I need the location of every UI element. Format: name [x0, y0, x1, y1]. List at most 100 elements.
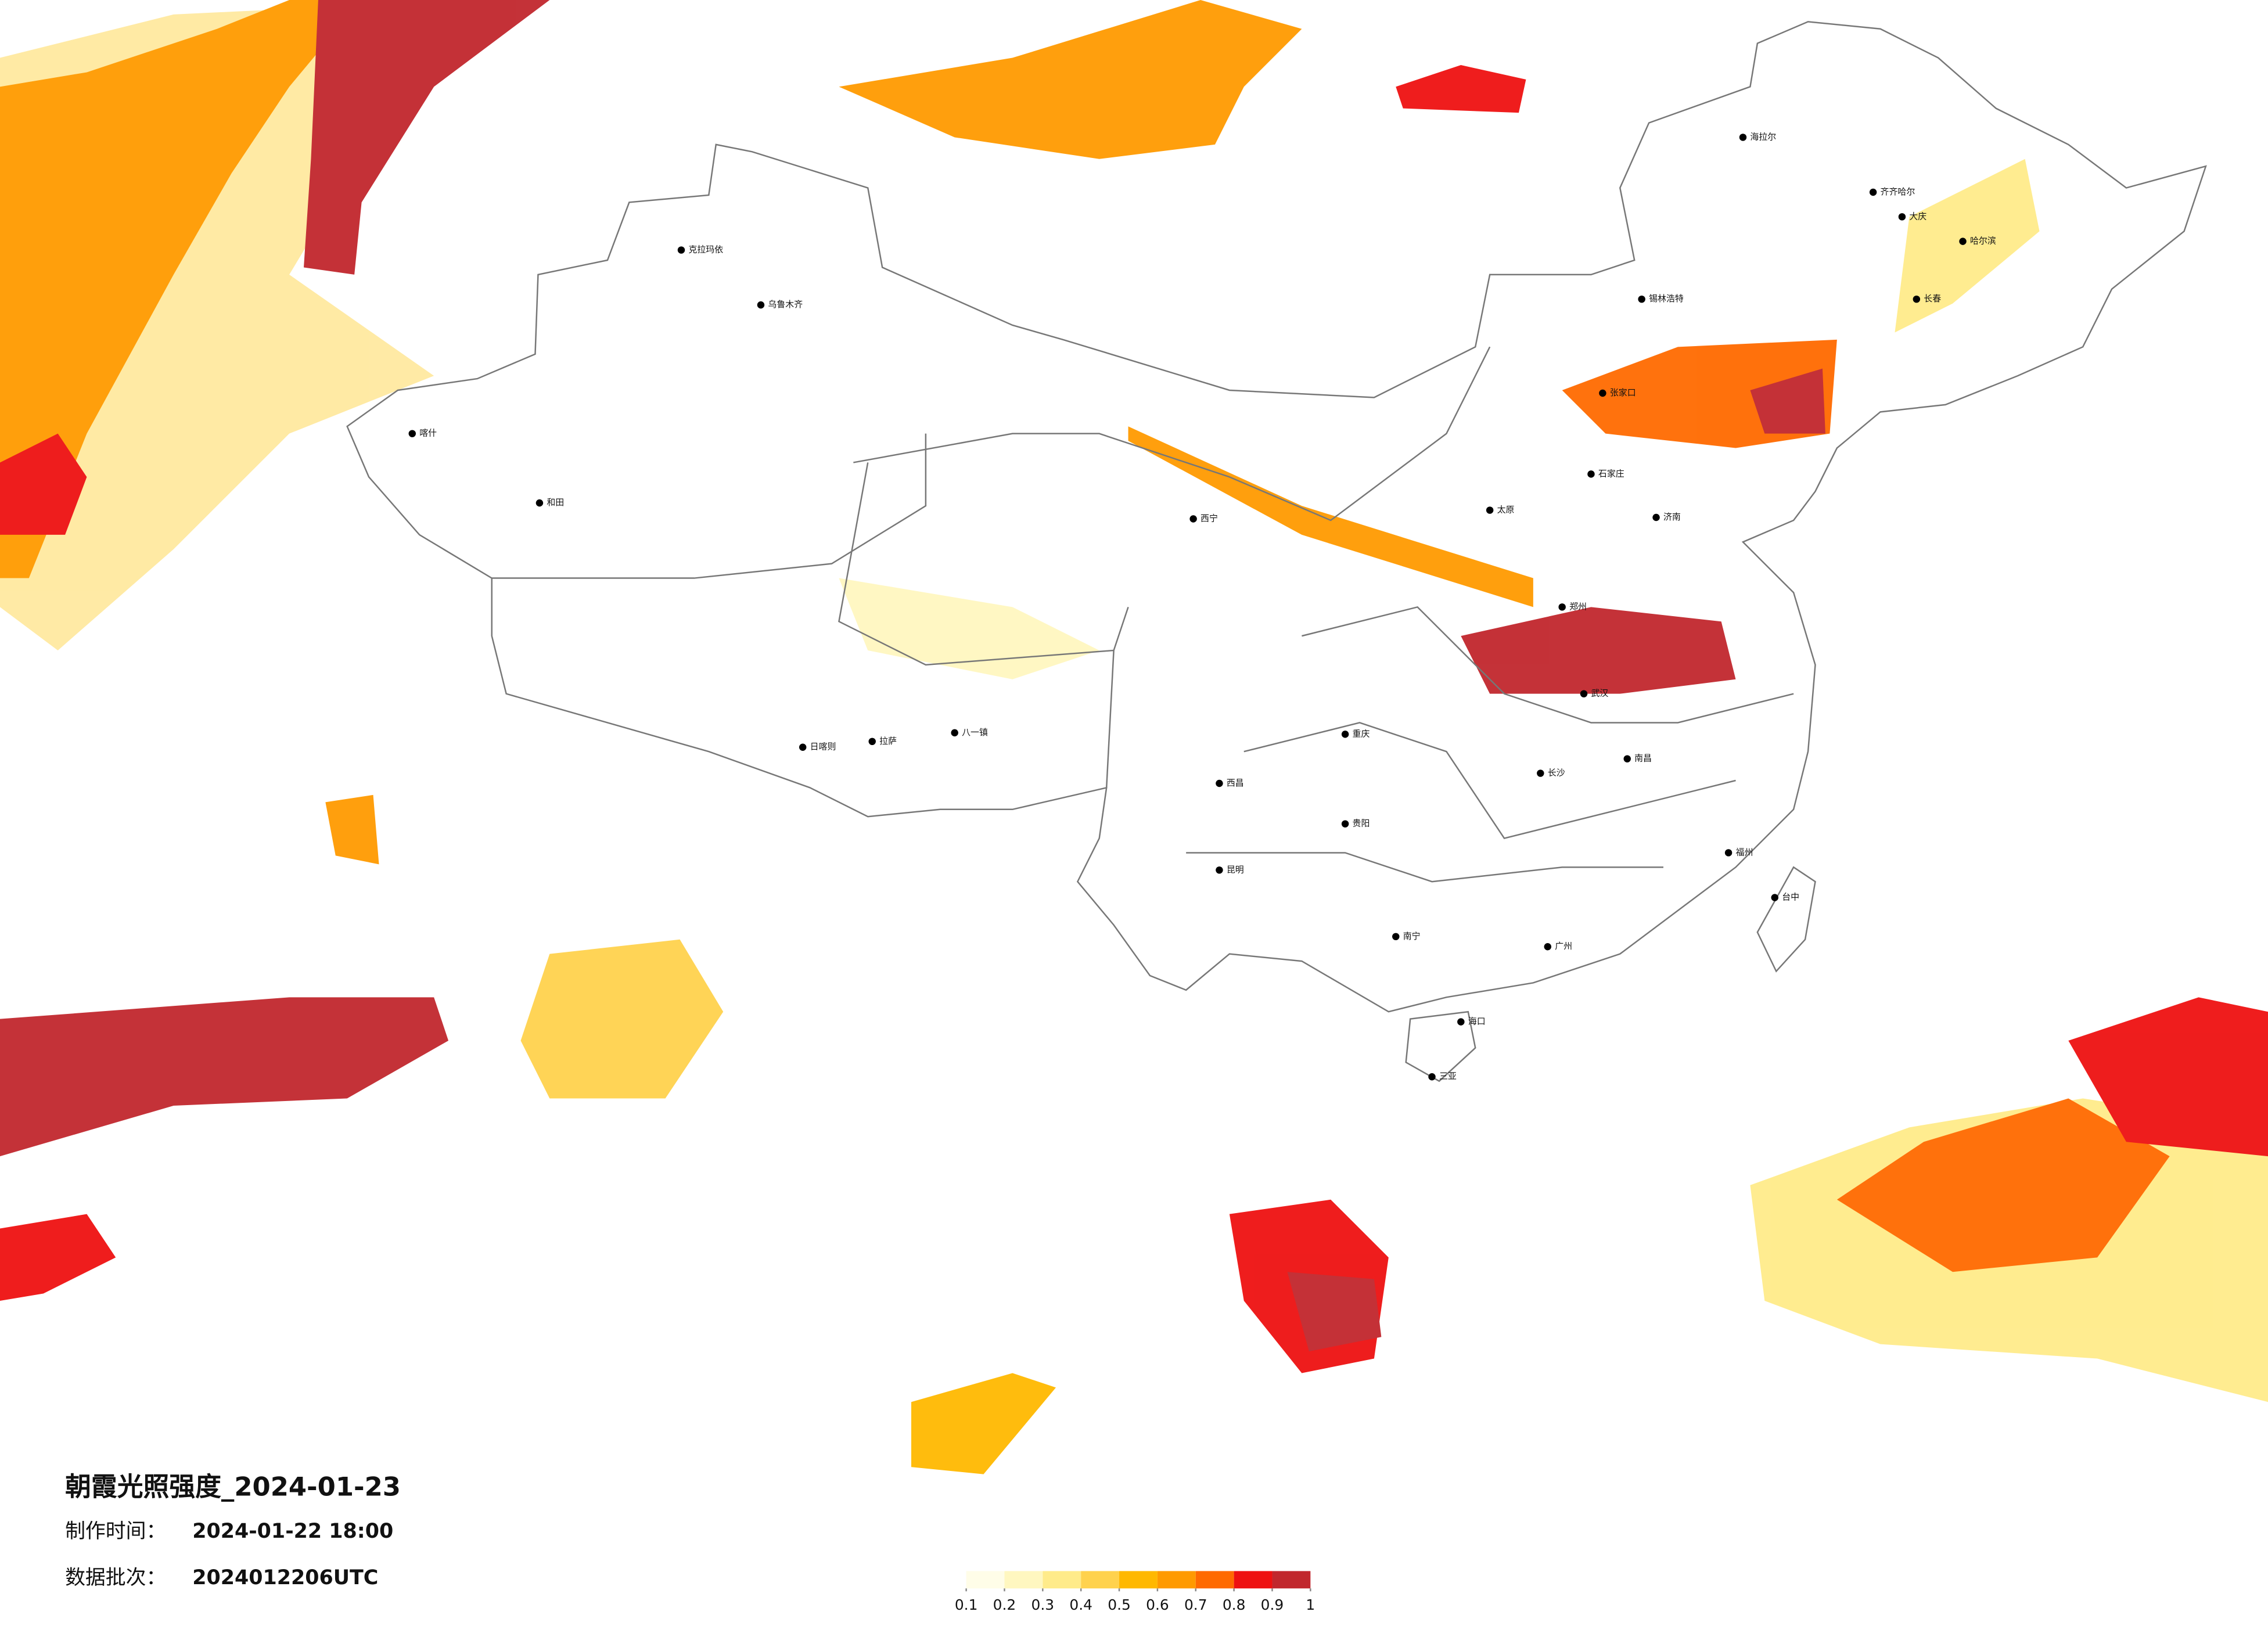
city-dot	[868, 738, 876, 746]
city-dot	[1587, 470, 1595, 478]
map-title: 朝霞光照强度_2024-01-23	[65, 1472, 401, 1502]
city-label: 台中	[1782, 892, 1799, 902]
city-label: 南昌	[1634, 753, 1652, 764]
city-dot	[1341, 731, 1349, 738]
city-dot	[1558, 603, 1566, 611]
city-dot	[1216, 866, 1223, 874]
city-dot	[1599, 389, 1606, 397]
city-label: 济南	[1663, 512, 1681, 522]
legend-tick-label: 0.7	[1184, 1596, 1207, 1613]
legend-swatch	[1081, 1571, 1120, 1589]
city-dot	[1544, 943, 1551, 951]
city-dot	[535, 499, 544, 507]
intensity-patch	[839, 0, 1302, 159]
city-dot	[1341, 820, 1349, 828]
city-label: 锡林浩特	[1649, 293, 1684, 304]
city-label: 和田	[547, 497, 564, 508]
city-dot	[1623, 755, 1631, 762]
city-dot	[951, 729, 958, 737]
city-dot	[408, 430, 416, 437]
city-dot	[1537, 769, 1544, 777]
legend-tick-label: 0.6	[1146, 1596, 1169, 1613]
city-dot	[757, 301, 765, 309]
city-dot	[1959, 238, 1967, 245]
legend-tick-label: 0.9	[1261, 1596, 1284, 1613]
intensity-patch	[1750, 368, 1825, 434]
city-label: 西昌	[1227, 778, 1244, 788]
city-label: 郑州	[1569, 601, 1587, 611]
intensity-patch	[0, 433, 87, 535]
intensity-patch	[1287, 1272, 1382, 1352]
intensity-patch	[0, 1214, 116, 1301]
legend-swatch	[1272, 1571, 1311, 1589]
batch-label: 数据批次：	[65, 1566, 166, 1589]
intensity-patch	[0, 0, 362, 578]
city-label: 西宁	[1201, 513, 1218, 524]
city-label: 海拉尔	[1750, 131, 1776, 142]
intensity-patch	[520, 939, 724, 1099]
city-label: 长春	[1924, 293, 1941, 304]
city-label: 长沙	[1548, 768, 1565, 778]
city-dot	[1771, 894, 1778, 901]
city-label: 张家口	[1610, 387, 1636, 398]
city-dot	[1216, 779, 1223, 787]
legend-tick-label: 0.2	[993, 1596, 1016, 1613]
legend-swatch	[1195, 1571, 1234, 1589]
intensity-patch	[303, 0, 550, 275]
city-label: 昆明	[1227, 864, 1244, 875]
city-label: 武汉	[1591, 688, 1608, 699]
city-dot	[1913, 295, 1921, 303]
legend-swatch	[1157, 1571, 1196, 1589]
intensity-patch	[2068, 997, 2268, 1157]
city-label: 喀什	[419, 428, 437, 438]
city-label: 日喀则	[810, 742, 836, 752]
legend-swatch	[1004, 1571, 1043, 1589]
city-dot	[1457, 1018, 1465, 1026]
intensity-patch	[1836, 1098, 2170, 1272]
intensity-patch	[911, 1373, 1056, 1474]
city-dot	[799, 743, 807, 751]
city-dot	[1189, 515, 1197, 523]
legend-swatch	[1234, 1571, 1273, 1589]
boundaries	[346, 21, 2207, 1082]
color-legend: 0.1 0.2 0.3 0.4 0.5 0.6 0.7 0.8 0.9 1	[955, 1571, 1315, 1613]
city-label: 重庆	[1353, 728, 1370, 739]
city-dot	[1724, 849, 1733, 857]
city-dot	[1739, 134, 1747, 141]
legend-swatch	[1119, 1571, 1158, 1589]
city-label: 太原	[1497, 505, 1515, 515]
city-label: 哈尔滨	[1970, 236, 1996, 246]
city-label: 贵阳	[1353, 818, 1370, 829]
city-dot	[1392, 933, 1400, 941]
taiwan-outline	[1756, 866, 1816, 973]
city-label: 拉萨	[879, 736, 897, 746]
city-label: 大庆	[1909, 211, 1926, 221]
legend-swatch	[966, 1571, 1005, 1589]
city-dot	[1580, 690, 1588, 697]
batch: 2024012206UTC	[192, 1566, 378, 1589]
hainan-outline	[1405, 1010, 1476, 1082]
city-label: 乌鲁木齐	[768, 299, 803, 310]
intensity-patch	[0, 997, 449, 1157]
city-label: 福州	[1736, 847, 1753, 857]
city-label: 三亚	[1439, 1071, 1457, 1081]
city-dot	[1869, 188, 1877, 196]
legend-tick-label: 0.4	[1069, 1596, 1092, 1613]
city-dot	[1486, 506, 1494, 514]
legend-tick-label: 0.3	[1031, 1596, 1055, 1613]
intensity-patch	[1895, 159, 2040, 333]
intensity-field	[0, 0, 2268, 1474]
intensity-patch	[1461, 607, 1736, 694]
legend-swatch	[1043, 1571, 1081, 1589]
legend-tick-label: 0.1	[955, 1596, 978, 1613]
city-dot	[677, 246, 685, 254]
city-label: 八一镇	[962, 727, 988, 738]
city-dot	[1638, 295, 1645, 303]
legend-tick-label: 0.8	[1223, 1596, 1246, 1613]
city-dot	[1652, 513, 1660, 521]
country-outline	[346, 21, 2207, 1013]
city-label: 齐齐哈尔	[1881, 186, 1915, 197]
province-line	[491, 346, 1794, 883]
